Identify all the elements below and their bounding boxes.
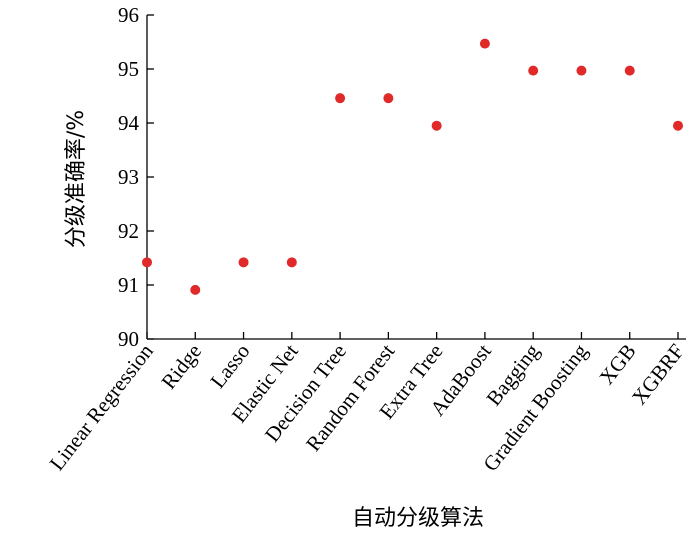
data-point xyxy=(335,93,346,104)
y-tick-label: 90 xyxy=(118,327,139,351)
y-tick-label: 96 xyxy=(118,3,139,27)
x-tick-label: XGB xyxy=(594,339,640,389)
data-point xyxy=(383,93,394,104)
y-tick-label: 95 xyxy=(118,57,139,81)
data-point xyxy=(528,65,539,76)
y-tick-label: 93 xyxy=(118,165,139,189)
y-axis-title: 分级准确率/% xyxy=(64,110,89,248)
y-tick-label: 91 xyxy=(118,273,139,297)
axes xyxy=(146,15,686,340)
x-tick-label: XGBRF xyxy=(627,339,689,409)
data-point xyxy=(431,120,442,131)
data-point xyxy=(238,257,249,268)
data-point xyxy=(479,38,490,49)
data-point xyxy=(624,65,635,76)
x-tick-label: Ridge xyxy=(156,339,206,393)
y-tick-label: 94 xyxy=(118,111,140,135)
y-ticks: 90 91 92 93 94 95 96 xyxy=(118,3,154,351)
data-point xyxy=(673,120,683,131)
x-tick-label: Lasso xyxy=(205,339,254,392)
data-point xyxy=(286,257,297,268)
data-point xyxy=(142,257,152,268)
y-tick-label: 92 xyxy=(118,219,139,243)
x-tick-label: Linear Regression xyxy=(45,339,159,475)
x-axis-title: 自动分级算法 xyxy=(352,506,484,531)
data-point xyxy=(576,65,587,76)
data-point xyxy=(190,284,201,295)
data-points xyxy=(142,38,683,295)
